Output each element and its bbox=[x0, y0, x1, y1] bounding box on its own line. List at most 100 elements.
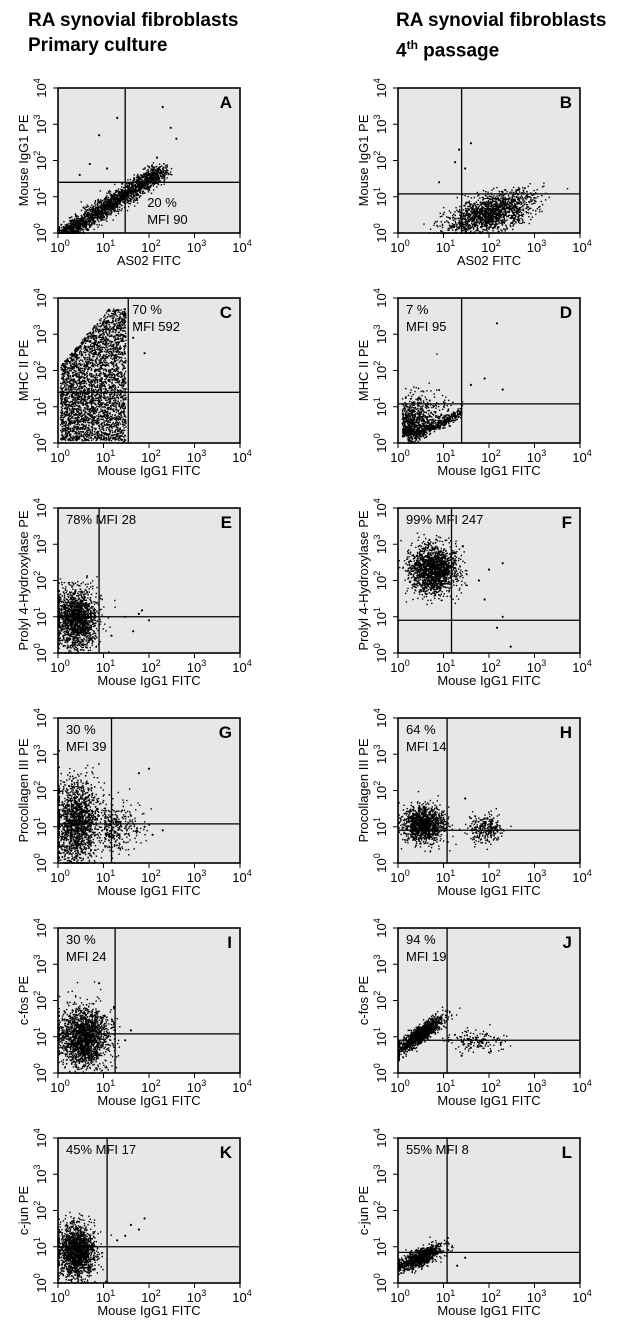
event-dot bbox=[158, 169, 160, 172]
event-dot bbox=[465, 201, 467, 203]
event-dot bbox=[515, 203, 517, 205]
event-dot bbox=[129, 178, 132, 181]
event-dot bbox=[528, 200, 530, 203]
event-dot bbox=[497, 198, 499, 200]
event-dot bbox=[514, 220, 517, 223]
event-dot bbox=[472, 203, 475, 205]
event-dot bbox=[106, 212, 108, 214]
tick-label: 101 bbox=[32, 187, 49, 206]
event-dot bbox=[106, 220, 108, 222]
event-dot bbox=[155, 176, 157, 178]
event-dot bbox=[88, 219, 90, 221]
event-dot bbox=[156, 174, 158, 176]
event-dot bbox=[141, 185, 144, 188]
event-dot bbox=[514, 204, 517, 206]
event-dot bbox=[462, 215, 464, 217]
event-dot bbox=[149, 185, 152, 188]
event-dot bbox=[118, 203, 121, 205]
event-dot bbox=[114, 197, 116, 199]
y-tick-label-group: 104 bbox=[32, 78, 49, 97]
event-dot bbox=[114, 192, 116, 194]
event-dot bbox=[98, 214, 100, 216]
event-dot bbox=[108, 437, 110, 439]
event-dot bbox=[128, 192, 130, 194]
event-dot bbox=[62, 378, 64, 381]
event-dot bbox=[474, 203, 476, 205]
event-dot bbox=[160, 169, 162, 171]
event-dot bbox=[440, 230, 442, 232]
event-dot bbox=[93, 219, 95, 221]
event-dot bbox=[528, 216, 530, 218]
event-dot bbox=[134, 199, 137, 202]
event-dot bbox=[495, 200, 497, 203]
event-dot bbox=[127, 187, 130, 189]
event-dot bbox=[110, 204, 112, 207]
event-dot bbox=[104, 219, 106, 221]
event-dot bbox=[68, 228, 71, 230]
event-dot bbox=[103, 439, 105, 441]
event-dot bbox=[142, 186, 144, 189]
event-dot bbox=[89, 209, 91, 211]
event-dot bbox=[160, 171, 162, 173]
event-dot bbox=[518, 215, 520, 218]
event-dot bbox=[459, 223, 461, 225]
event-dot bbox=[161, 171, 163, 173]
event-dot bbox=[105, 420, 107, 422]
event-dot bbox=[83, 221, 86, 224]
event-dot bbox=[58, 230, 60, 232]
event-dot bbox=[117, 203, 119, 205]
event-dot bbox=[120, 194, 123, 196]
event-dot bbox=[118, 357, 121, 359]
event-dot bbox=[116, 429, 119, 431]
event-dot bbox=[467, 205, 469, 208]
event-dot bbox=[150, 173, 153, 175]
event-dot bbox=[62, 381, 64, 383]
event-dot bbox=[160, 175, 163, 178]
event-dot bbox=[147, 170, 150, 173]
event-dot bbox=[83, 214, 86, 216]
event-dot bbox=[509, 197, 511, 199]
event-dot bbox=[526, 204, 529, 206]
event-dot bbox=[77, 225, 80, 227]
event-dot bbox=[475, 230, 477, 232]
event-dot bbox=[475, 206, 477, 208]
event-dot bbox=[58, 226, 60, 228]
event-dot bbox=[114, 202, 116, 204]
event-dot bbox=[125, 332, 127, 335]
event-dot bbox=[140, 188, 142, 190]
event-dot bbox=[491, 222, 493, 224]
event-dot bbox=[113, 192, 115, 195]
event-dot bbox=[109, 194, 112, 196]
event-dot bbox=[92, 220, 94, 222]
event-dot bbox=[79, 359, 82, 361]
tick-label: 102 bbox=[141, 238, 160, 255]
event-dot bbox=[99, 219, 102, 221]
event-dot bbox=[91, 215, 94, 217]
event-dot bbox=[88, 220, 91, 222]
event-dot bbox=[459, 217, 462, 219]
event-dot bbox=[112, 195, 114, 197]
event-dot bbox=[498, 222, 500, 224]
event-dot bbox=[138, 178, 140, 180]
event-dot bbox=[535, 213, 537, 216]
event-dot bbox=[100, 377, 102, 379]
event-dot bbox=[152, 162, 155, 164]
event-cloud bbox=[423, 182, 569, 234]
event-dot bbox=[456, 226, 458, 229]
event-dot bbox=[513, 223, 516, 225]
event-dot bbox=[146, 175, 149, 177]
event-dot bbox=[148, 176, 151, 179]
event-dot bbox=[132, 196, 135, 198]
event-dot bbox=[503, 214, 505, 216]
event-dot bbox=[469, 214, 472, 217]
event-dot bbox=[459, 205, 461, 208]
event-dot bbox=[80, 228, 83, 230]
event-dot bbox=[119, 194, 121, 197]
event-dot bbox=[109, 192, 111, 195]
event-dot bbox=[114, 414, 116, 417]
event-dot bbox=[131, 188, 133, 190]
event-dot bbox=[90, 224, 93, 227]
event-dot bbox=[156, 165, 158, 168]
event-dot bbox=[135, 190, 137, 192]
event-dot bbox=[142, 192, 144, 195]
